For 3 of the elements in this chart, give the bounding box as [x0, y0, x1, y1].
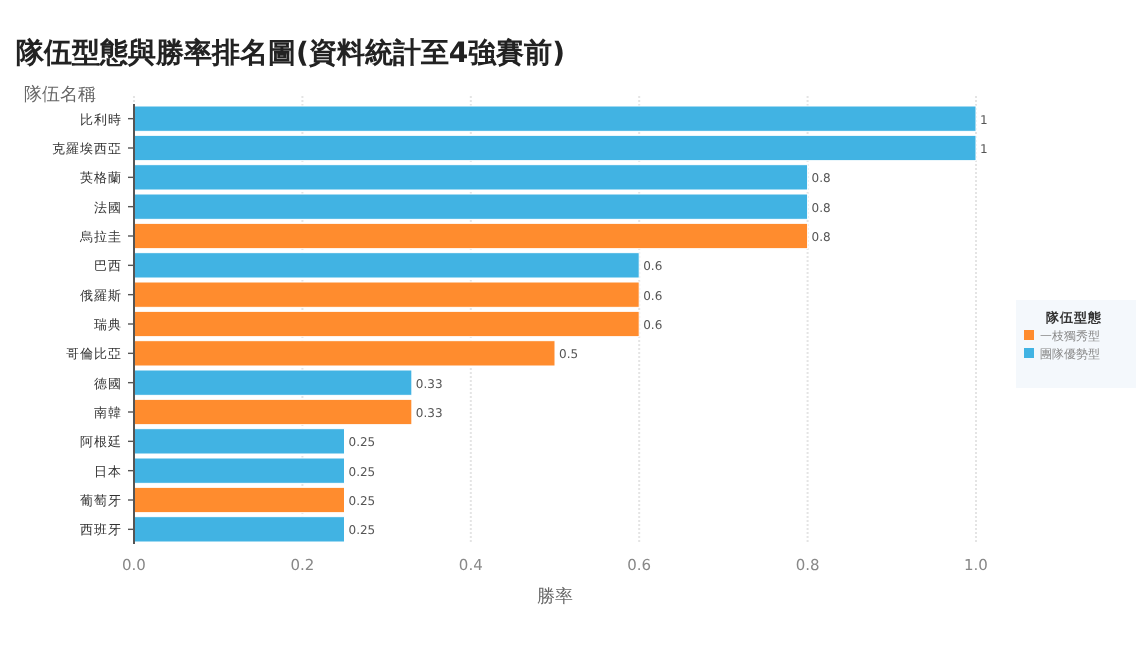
chart-title: 隊伍型態與勝率排名圖(資料統計至4強賽前): [16, 36, 566, 70]
y-axis-title: 隊伍名稱: [24, 84, 96, 106]
x-axis-title: 勝率: [537, 586, 573, 608]
